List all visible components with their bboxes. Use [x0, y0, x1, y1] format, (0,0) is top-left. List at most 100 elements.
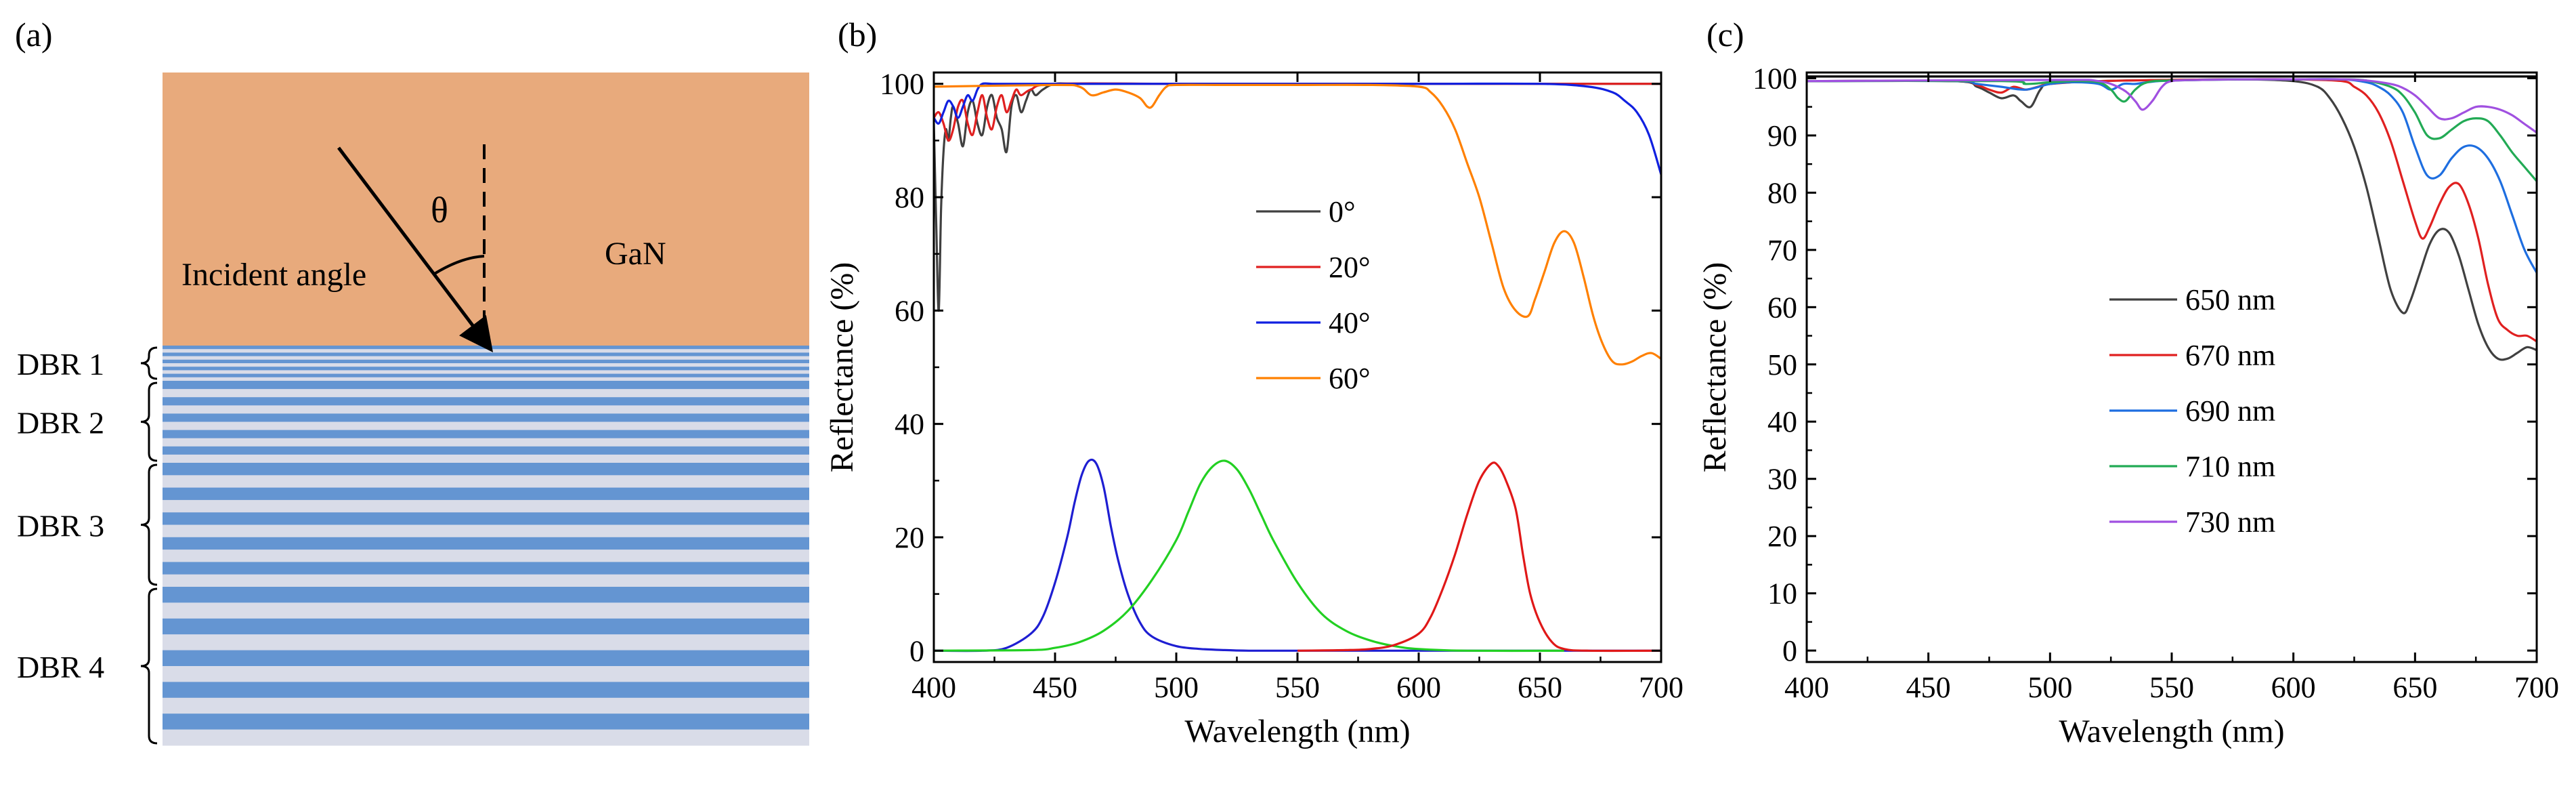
legend-label: 0° [1329, 195, 1356, 228]
dbr1-layer [163, 367, 809, 371]
dbr4-layer [163, 618, 809, 635]
y-tick-label: 80 [1767, 176, 1797, 209]
dbr1-layer [163, 377, 809, 381]
dbr2-layer [163, 389, 809, 398]
x-tick-label: 400 [911, 671, 956, 704]
dbr3-layer [163, 524, 809, 538]
dbr4-label: DBR 4 [17, 650, 104, 684]
series-line-20 [934, 82, 1661, 142]
panel-c: (c) 400 450 500 550 600 650 700 0 10 20 30 40 50 60 70… [1697, 16, 2559, 749]
dbr1-layer [163, 352, 809, 357]
dbr3-label: DBR 3 [17, 509, 104, 543]
x-tick-label: 600 [2271, 671, 2316, 704]
chart-b: 400 450 500 550 600 650 700 0 20 40 60 80 100 Wavelen… [824, 68, 1683, 749]
series-line-red-emission [1297, 461, 1661, 653]
x-tick-label: 650 [1518, 671, 1562, 704]
series-line-730-nm [1807, 78, 2537, 134]
series-line-blue-emission [934, 458, 1661, 653]
dbr3-layer [163, 475, 809, 489]
series-line-670-nm [1807, 78, 2537, 343]
panel-b-label: (b) [838, 16, 877, 54]
x-tick-label: 600 [1396, 671, 1441, 704]
dbr3-layer [163, 463, 809, 476]
dbr2-layer [163, 405, 809, 414]
chart-c: 400 450 500 550 600 650 700 0 10 20 30 40 50 60 70 80 90… [1697, 62, 2559, 749]
dbr-labels: DBR 1 DBR 2 DBR 3 DBR 4 [17, 346, 158, 745]
plot-frame [1805, 71, 2538, 663]
series-line-710-nm [1807, 78, 2537, 182]
dbr3-layer [163, 574, 809, 587]
legend-label: 730 nm [2185, 505, 2275, 539]
panel-a: (a) θ Incident angle GaN DBR 1 DBR 2 DBR 3… [15, 16, 809, 746]
x-tick-label: 550 [2149, 671, 2194, 704]
y-tick-label: 20 [895, 521, 924, 554]
y-tick-label: 90 [1767, 119, 1797, 152]
dbr2-layer [163, 430, 809, 439]
dbr3-layer [163, 512, 809, 525]
dbr4-layer [163, 729, 809, 746]
y-tick-label: 50 [1767, 348, 1797, 381]
series-line-0 [934, 82, 1661, 312]
panel-c-label: (c) [1706, 16, 1744, 54]
plot-frame [932, 71, 1662, 663]
dbr1-layer [163, 349, 809, 353]
series-line-60 [934, 83, 1661, 366]
dbr2-layer [163, 438, 809, 447]
y-tick-label: 60 [895, 294, 924, 327]
y-tick-label: 80 [895, 181, 924, 214]
dbr1-layer [163, 373, 809, 378]
dbr3-brace [140, 463, 158, 586]
legend-label: 20° [1329, 251, 1371, 284]
x-axis-label: Wavelength (nm) [1184, 713, 1410, 749]
x-tick-label: 450 [1906, 671, 1951, 704]
y-tick-label: 30 [1767, 463, 1797, 496]
theta-symbol: θ [431, 190, 448, 230]
y-tick-label: 20 [1767, 520, 1797, 553]
gan-label: GaN [605, 236, 666, 272]
dbr3-layer [163, 499, 809, 513]
dbr3-layer [163, 537, 809, 550]
dbr2-layer [163, 454, 809, 463]
series-line-green-emission [934, 459, 1564, 653]
legend: 650 nm 670 nm 690 nm 710 nm 730 nm [2109, 283, 2275, 539]
dbr1-label: DBR 1 [17, 347, 104, 381]
series-line-40 [934, 82, 1661, 175]
dbr-stack [163, 346, 809, 746]
y-tick-label: 10 [1767, 577, 1797, 611]
y-tick-label: 60 [1767, 291, 1797, 324]
dbr4-layer [163, 587, 809, 603]
gan-layer [163, 73, 809, 346]
x-tick-label: 400 [1784, 671, 1829, 704]
y-tick-label: 0 [909, 634, 924, 667]
legend-label: 650 nm [2185, 283, 2275, 316]
legend-label: 690 nm [2185, 394, 2275, 428]
panel-b: (b) 400 450 500 550 600 650 700 0 20 40 60 80 100 Wav… [824, 16, 1683, 749]
dbr4-layer [163, 634, 809, 651]
dbr2-layer [163, 446, 809, 455]
dbr1-layer [163, 370, 809, 375]
legend: 0° 20° 40° 60° [1256, 195, 1371, 395]
x-tick-label: 650 [2392, 671, 2437, 704]
dbr2-label: DBR 2 [17, 406, 104, 440]
y-tick-label: 100 [1753, 62, 1797, 95]
x-tick-label: 500 [1154, 671, 1199, 704]
legend-label: 40° [1329, 306, 1371, 339]
dbr1-layer [163, 346, 809, 350]
legend-label: 670 nm [2185, 339, 2275, 372]
y-tick-label: 40 [1767, 405, 1797, 438]
panel-a-label: (a) [15, 16, 53, 54]
dbr4-layer [163, 713, 809, 730]
dbr1-layer [163, 356, 809, 360]
series-line-650-nm [1807, 78, 2537, 361]
dbr1-layer [163, 363, 809, 367]
dbr2-layer [163, 413, 809, 422]
dbr4-layer [163, 602, 809, 619]
x-tick-label: 500 [2027, 671, 2072, 704]
x-tick-label: 550 [1275, 671, 1320, 704]
dbr4-layer [163, 682, 809, 699]
legend-label: 60° [1329, 362, 1371, 395]
dbr1-layer [163, 359, 809, 364]
y-tick-label: 40 [895, 408, 924, 441]
dbr4-brace [140, 587, 158, 745]
